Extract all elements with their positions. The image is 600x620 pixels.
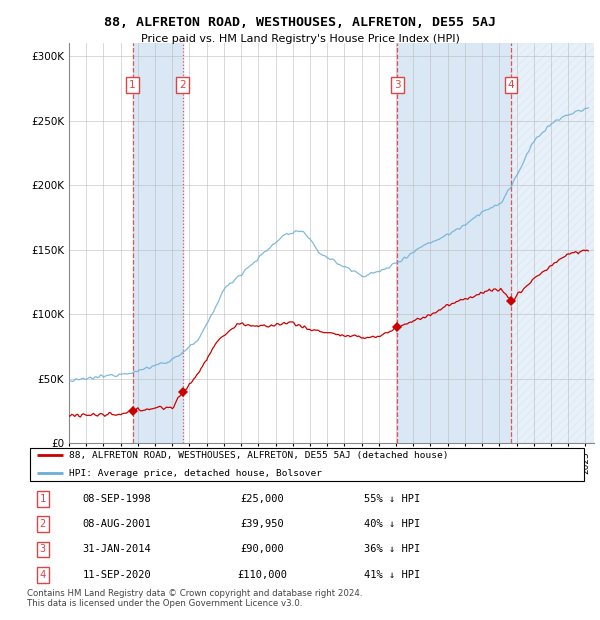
Text: £110,000: £110,000 <box>238 570 287 580</box>
Text: 2: 2 <box>179 80 186 90</box>
Text: 88, ALFRETON ROAD, WESTHOUSES, ALFRETON, DE55 5AJ (detached house): 88, ALFRETON ROAD, WESTHOUSES, ALFRETON,… <box>69 451 449 459</box>
Text: 08-AUG-2001: 08-AUG-2001 <box>82 520 151 529</box>
Text: 31-JAN-2014: 31-JAN-2014 <box>82 544 151 554</box>
Text: 4: 4 <box>508 80 515 90</box>
Text: HPI: Average price, detached house, Bolsover: HPI: Average price, detached house, Bols… <box>69 469 322 477</box>
Bar <box>133 43 182 443</box>
Text: 88, ALFRETON ROAD, WESTHOUSES, ALFRETON, DE55 5AJ: 88, ALFRETON ROAD, WESTHOUSES, ALFRETON,… <box>104 16 496 29</box>
Text: Price paid vs. HM Land Registry's House Price Index (HPI): Price paid vs. HM Land Registry's House … <box>140 34 460 44</box>
Text: Contains HM Land Registry data © Crown copyright and database right 2024.
This d: Contains HM Land Registry data © Crown c… <box>27 589 362 608</box>
Text: 3: 3 <box>394 80 401 90</box>
Text: 2: 2 <box>40 520 46 529</box>
Text: £39,950: £39,950 <box>241 520 284 529</box>
Text: 4: 4 <box>40 570 46 580</box>
Bar <box>397 43 511 443</box>
Text: £90,000: £90,000 <box>241 544 284 554</box>
Text: 55% ↓ HPI: 55% ↓ HPI <box>364 494 420 504</box>
Text: 41% ↓ HPI: 41% ↓ HPI <box>364 570 420 580</box>
Text: 08-SEP-1998: 08-SEP-1998 <box>82 494 151 504</box>
Bar <box>511 43 594 443</box>
Text: £25,000: £25,000 <box>241 494 284 504</box>
Text: 1: 1 <box>40 494 46 504</box>
Text: 3: 3 <box>40 544 46 554</box>
Text: 1: 1 <box>129 80 136 90</box>
Text: 40% ↓ HPI: 40% ↓ HPI <box>364 520 420 529</box>
Text: 11-SEP-2020: 11-SEP-2020 <box>82 570 151 580</box>
Text: 36% ↓ HPI: 36% ↓ HPI <box>364 544 420 554</box>
